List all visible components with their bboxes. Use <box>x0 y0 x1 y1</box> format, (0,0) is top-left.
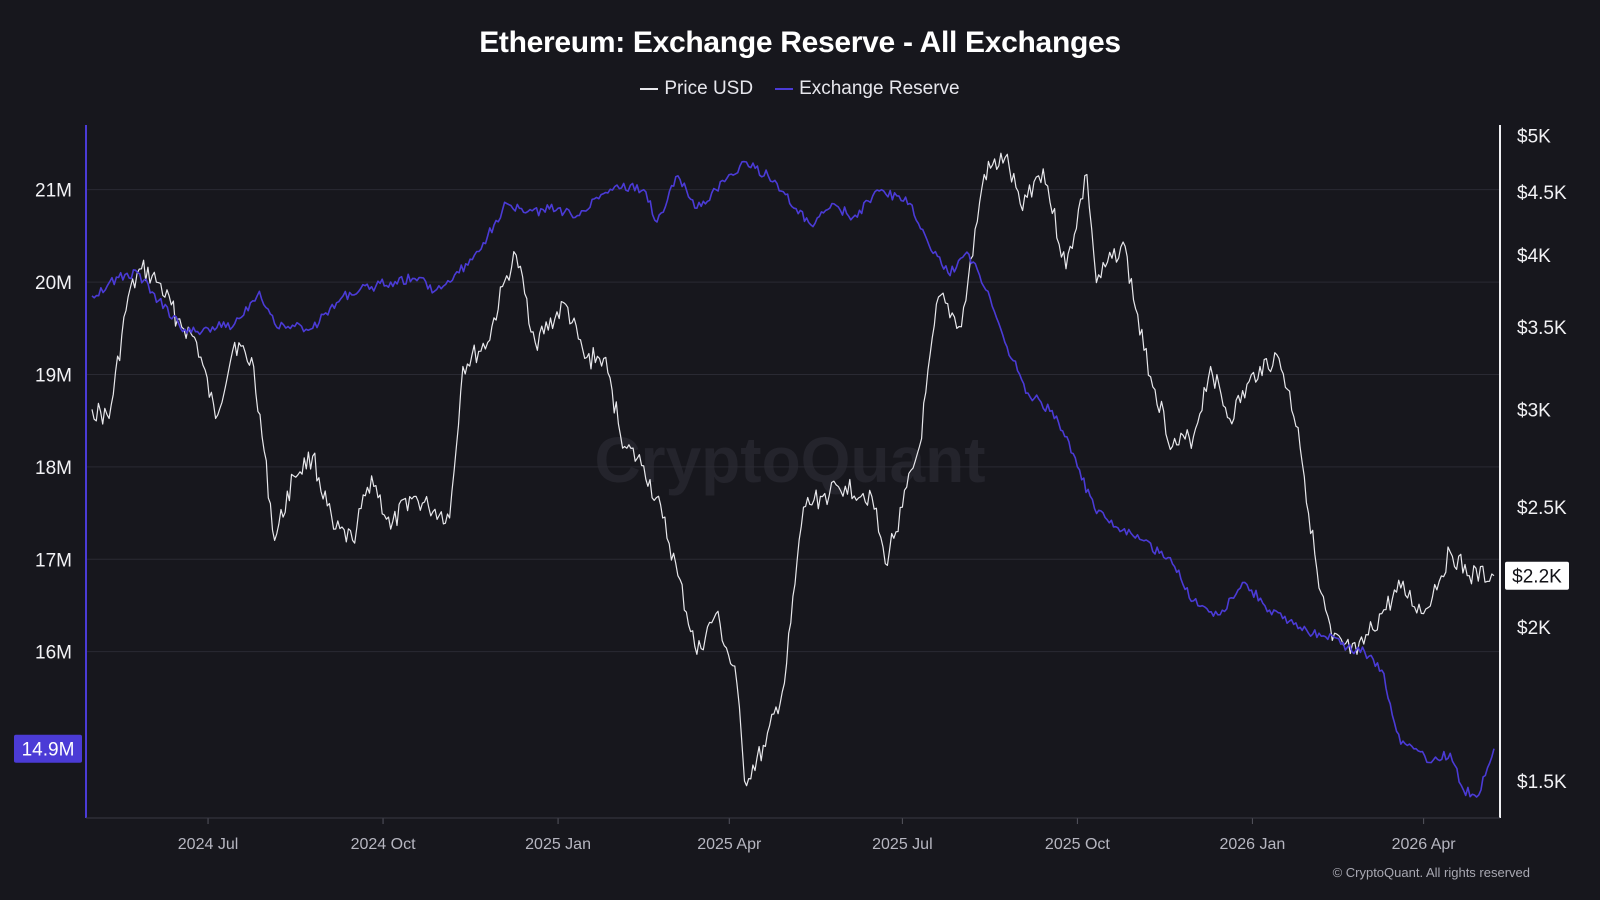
y-right-tick-label: $1.5K <box>1517 772 1567 793</box>
x-tick-label: 2025 Apr <box>697 836 762 853</box>
chart-title: Ethereum: Exchange Reserve - All Exchang… <box>479 26 1121 59</box>
y-left-tick-label: 21M <box>35 181 72 202</box>
current-price-badge <box>1505 561 1569 590</box>
y-right-tick-label: $4.5K <box>1517 183 1567 204</box>
chart-legend: Price USD Exchange Reserve <box>0 78 1600 100</box>
copyright-notice: © CryptoQuant. All rights reserved <box>1332 865 1530 880</box>
y-left-tick-label: 18M <box>35 458 72 479</box>
x-tick-label: 2024 Oct <box>351 836 416 853</box>
grid-layer <box>86 189 1500 653</box>
label-layer: 14.9M $2.2K <box>14 561 1569 763</box>
current-reserve-badge <box>14 734 82 763</box>
y-right-tick-label: $2K <box>1517 618 1551 639</box>
series-layer <box>91 152 1495 798</box>
y-left-tick-label: 16M <box>35 643 72 664</box>
x-tick-label: 2024 Jul <box>178 836 239 853</box>
y-right-tick-label: $5K <box>1517 127 1551 148</box>
y-right-tick-label: $2.5K <box>1517 498 1567 519</box>
current-reserve-label: 14.9M <box>22 740 75 761</box>
axis-layer: 21M 20M 19M 18M 17M 16M $5K $4.5K $4K $3.5K $3K $2.… <box>35 125 1567 853</box>
series-line-price-usd <box>91 152 1495 787</box>
y-left-tick-label: 19M <box>35 365 72 386</box>
legend-item-reserve[interactable]: Exchange Reserve <box>775 78 960 100</box>
x-tick-label: 2025 Jan <box>525 836 591 853</box>
legend-swatch-reserve <box>775 88 794 90</box>
y-right-tick-label: $3.5K <box>1517 318 1567 339</box>
legend-label-price: Price USD <box>664 78 754 99</box>
x-tick-label: 2025 Jul <box>872 836 933 853</box>
y-left-tick-label: 17M <box>35 550 72 571</box>
x-tick-label: 2026 Apr <box>1392 836 1457 853</box>
x-tick-label: 2025 Oct <box>1045 836 1110 853</box>
watermark: CryptoQuant <box>594 424 985 496</box>
series-line-exchange-reserve <box>91 160 1495 798</box>
y-right-tick-label: $4K <box>1517 246 1551 267</box>
y-right-tick-label: $3K <box>1517 400 1551 421</box>
x-tick-label: 2026 Jan <box>1219 836 1285 853</box>
current-price-label: $2.2K <box>1512 567 1562 588</box>
legend-label-reserve: Exchange Reserve <box>799 78 960 99</box>
y-left-tick-label: 20M <box>35 273 72 294</box>
legend-item-price[interactable]: Price USD <box>640 78 753 100</box>
legend-swatch-price <box>640 88 659 90</box>
